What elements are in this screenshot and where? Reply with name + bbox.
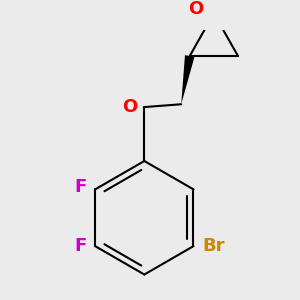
Text: Br: Br — [202, 237, 224, 255]
Text: O: O — [122, 98, 137, 116]
Text: F: F — [74, 237, 87, 255]
Text: F: F — [74, 178, 87, 196]
Polygon shape — [181, 55, 194, 104]
Text: O: O — [188, 0, 204, 18]
